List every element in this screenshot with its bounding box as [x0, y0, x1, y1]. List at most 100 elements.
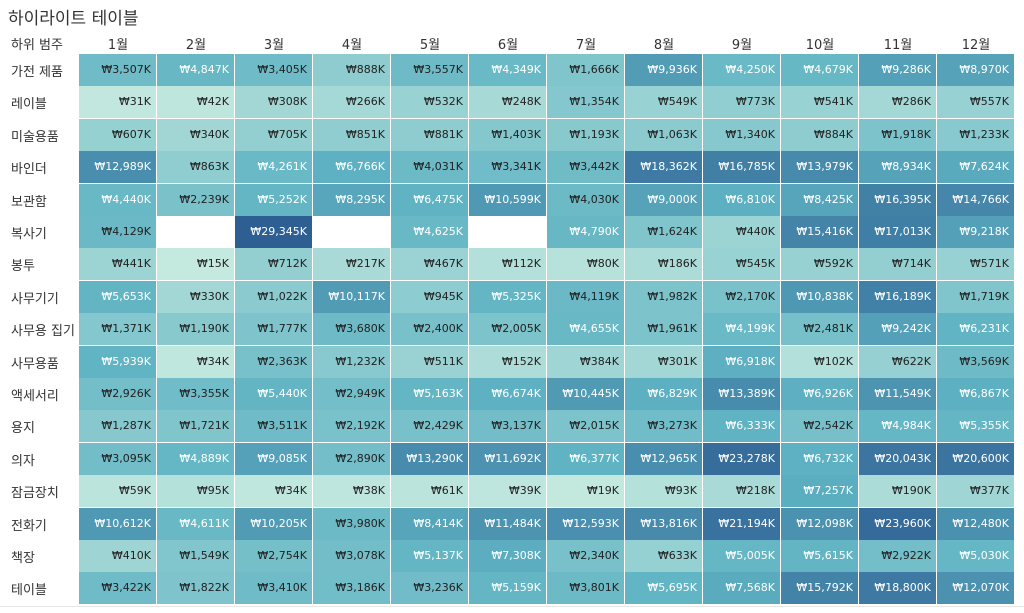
heatmap-cell[interactable]: ₩7,568K	[703, 572, 781, 606]
heatmap-cell[interactable]: ₩190K	[859, 475, 937, 509]
heatmap-cell[interactable]: ₩7,624K	[937, 151, 1015, 185]
heatmap-cell[interactable]: ₩4,655K	[547, 313, 625, 347]
heatmap-cell[interactable]: ₩4,030K	[547, 183, 625, 217]
heatmap-cell[interactable]: ₩571K	[937, 248, 1015, 282]
heatmap-cell[interactable]: ₩112K	[469, 248, 547, 282]
heatmap-cell[interactable]: ₩21,194K	[703, 507, 781, 541]
heatmap-cell[interactable]: ₩1,340K	[703, 118, 781, 152]
heatmap-cell[interactable]: ₩3,341K	[469, 151, 547, 185]
heatmap-cell[interactable]: ₩11,549K	[859, 378, 937, 411]
heatmap-cell[interactable]: ₩5,159K	[469, 572, 547, 606]
heatmap-cell[interactable]: ₩6,732K	[781, 442, 859, 476]
heatmap-cell[interactable]: ₩12,098K	[781, 507, 859, 541]
heatmap-cell[interactable]: ₩3,680K	[313, 313, 391, 347]
heatmap-cell[interactable]: ₩8,295K	[313, 183, 391, 217]
heatmap-cell[interactable]: ₩2,192K	[313, 410, 391, 444]
heatmap-cell[interactable]: ₩1,063K	[625, 118, 703, 152]
heatmap-cell[interactable]: ₩93K	[625, 475, 703, 509]
heatmap-cell[interactable]: ₩12,480K	[937, 507, 1015, 541]
heatmap-cell[interactable]: ₩4,984K	[859, 410, 937, 444]
heatmap-cell[interactable]: ₩8,970K	[937, 54, 1015, 87]
heatmap-cell[interactable]: ₩4,889K	[157, 442, 235, 476]
heatmap-cell[interactable]: ₩6,231K	[937, 313, 1015, 347]
heatmap-cell[interactable]: ₩34K	[235, 475, 313, 509]
heatmap-cell[interactable]: ₩410K	[79, 540, 157, 573]
heatmap-cell[interactable]: ₩4,625K	[391, 216, 469, 249]
heatmap-cell[interactable]: ₩266K	[313, 86, 391, 120]
heatmap-cell[interactable]: ₩9,085K	[235, 442, 313, 476]
heatmap-cell[interactable]: ₩248K	[469, 86, 547, 120]
heatmap-cell[interactable]: ₩286K	[859, 86, 937, 120]
heatmap-cell[interactable]: ₩3,410K	[235, 572, 313, 606]
heatmap-cell[interactable]: ₩532K	[391, 86, 469, 120]
heatmap-cell[interactable]: ₩6,475K	[391, 183, 469, 217]
heatmap-cell[interactable]: ₩34K	[157, 345, 235, 379]
heatmap-cell[interactable]: ₩5,137K	[391, 540, 469, 573]
heatmap-cell[interactable]: ₩5,440K	[235, 378, 313, 411]
heatmap-cell[interactable]: ₩5,695K	[625, 572, 703, 606]
heatmap-cell[interactable]: ₩7,257K	[781, 475, 859, 509]
heatmap-cell[interactable]: ₩61K	[391, 475, 469, 509]
heatmap-cell[interactable]: ₩13,389K	[703, 378, 781, 411]
heatmap-cell[interactable]: ₩16,785K	[703, 151, 781, 185]
heatmap-cell[interactable]: ₩884K	[781, 118, 859, 152]
heatmap-cell[interactable]: ₩2,340K	[547, 540, 625, 573]
heatmap-cell[interactable]: ₩9,000K	[625, 183, 703, 217]
heatmap-cell[interactable]: ₩1,287K	[79, 410, 157, 444]
heatmap-cell[interactable]: ₩11,484K	[469, 507, 547, 541]
heatmap-cell[interactable]: ₩18,800K	[859, 572, 937, 606]
heatmap-cell[interactable]: ₩2,170K	[703, 280, 781, 314]
heatmap-cell[interactable]: ₩633K	[625, 540, 703, 573]
heatmap-cell[interactable]: ₩2,239K	[157, 183, 235, 217]
heatmap-cell[interactable]: ₩1,822K	[157, 572, 235, 606]
heatmap-cell[interactable]: ₩5,252K	[235, 183, 313, 217]
heatmap-cell[interactable]: ₩12,989K	[79, 151, 157, 185]
heatmap-cell[interactable]: ₩3,442K	[547, 151, 625, 185]
heatmap-cell[interactable]: ₩4,129K	[79, 216, 157, 249]
heatmap-cell[interactable]: ₩3,137K	[469, 410, 547, 444]
heatmap-cell[interactable]: ₩9,242K	[859, 313, 937, 347]
heatmap-cell[interactable]: ₩1,403K	[469, 118, 547, 152]
heatmap-cell[interactable]: ₩1,961K	[625, 313, 703, 347]
heatmap-cell[interactable]: ₩714K	[859, 248, 937, 282]
heatmap-cell[interactable]: ₩1,354K	[547, 86, 625, 120]
heatmap-cell[interactable]: ₩10,612K	[79, 507, 157, 541]
heatmap-cell[interactable]: ₩10,205K	[235, 507, 313, 541]
heatmap-cell[interactable]: ₩217K	[313, 248, 391, 282]
heatmap-cell[interactable]: ₩3,980K	[313, 507, 391, 541]
heatmap-cell[interactable]: ₩8,425K	[781, 183, 859, 217]
heatmap-cell[interactable]: ₩6,333K	[703, 410, 781, 444]
heatmap-cell[interactable]: ₩38K	[313, 475, 391, 509]
heatmap-cell[interactable]: ₩80K	[547, 248, 625, 282]
heatmap-cell[interactable]: ₩705K	[235, 118, 313, 152]
heatmap-cell[interactable]: ₩467K	[391, 248, 469, 282]
heatmap-cell[interactable]: ₩2,400K	[391, 313, 469, 347]
heatmap-cell[interactable]: ₩20,600K	[937, 442, 1015, 476]
heatmap-cell[interactable]: ₩4,031K	[391, 151, 469, 185]
heatmap-cell[interactable]: ₩42K	[157, 86, 235, 120]
heatmap-cell-empty[interactable]	[313, 216, 391, 249]
heatmap-cell[interactable]: ₩4,199K	[703, 313, 781, 347]
heatmap-cell[interactable]: ₩13,979K	[781, 151, 859, 185]
heatmap-cell[interactable]: ₩39K	[469, 475, 547, 509]
heatmap-cell[interactable]: ₩13,290K	[391, 442, 469, 476]
heatmap-cell[interactable]: ₩95K	[157, 475, 235, 509]
heatmap-cell[interactable]: ₩2,481K	[781, 313, 859, 347]
heatmap-cell[interactable]: ₩1,190K	[157, 313, 235, 347]
heatmap-cell[interactable]: ₩888K	[313, 54, 391, 87]
heatmap-cell[interactable]: ₩4,679K	[781, 54, 859, 87]
heatmap-cell[interactable]: ₩2,922K	[859, 540, 937, 573]
heatmap-cell[interactable]: ₩5,163K	[391, 378, 469, 411]
heatmap-cell[interactable]: ₩851K	[313, 118, 391, 152]
heatmap-cell[interactable]: ₩511K	[391, 345, 469, 379]
heatmap-cell[interactable]: ₩3,236K	[391, 572, 469, 606]
heatmap-cell[interactable]: ₩16,395K	[859, 183, 937, 217]
heatmap-cell[interactable]: ₩12,593K	[547, 507, 625, 541]
heatmap-cell[interactable]: ₩13,816K	[625, 507, 703, 541]
heatmap-cell[interactable]: ₩1,918K	[859, 118, 937, 152]
heatmap-cell[interactable]: ₩102K	[781, 345, 859, 379]
heatmap-cell[interactable]: ₩3,186K	[313, 572, 391, 606]
heatmap-cell[interactable]: ₩12,070K	[937, 572, 1015, 606]
heatmap-cell[interactable]: ₩4,847K	[157, 54, 235, 87]
heatmap-cell[interactable]: ₩3,405K	[235, 54, 313, 87]
